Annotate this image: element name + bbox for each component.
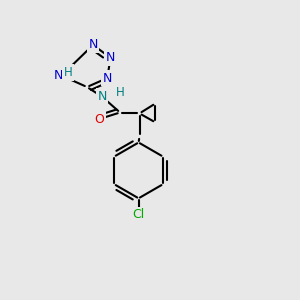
Text: N: N bbox=[103, 71, 112, 85]
Text: H: H bbox=[116, 86, 125, 99]
Text: N: N bbox=[97, 90, 107, 103]
Text: H: H bbox=[64, 66, 73, 79]
Text: N: N bbox=[88, 38, 98, 52]
Text: N: N bbox=[54, 69, 63, 82]
Text: O: O bbox=[94, 112, 104, 126]
Text: N: N bbox=[106, 51, 115, 64]
Text: Cl: Cl bbox=[133, 208, 145, 221]
